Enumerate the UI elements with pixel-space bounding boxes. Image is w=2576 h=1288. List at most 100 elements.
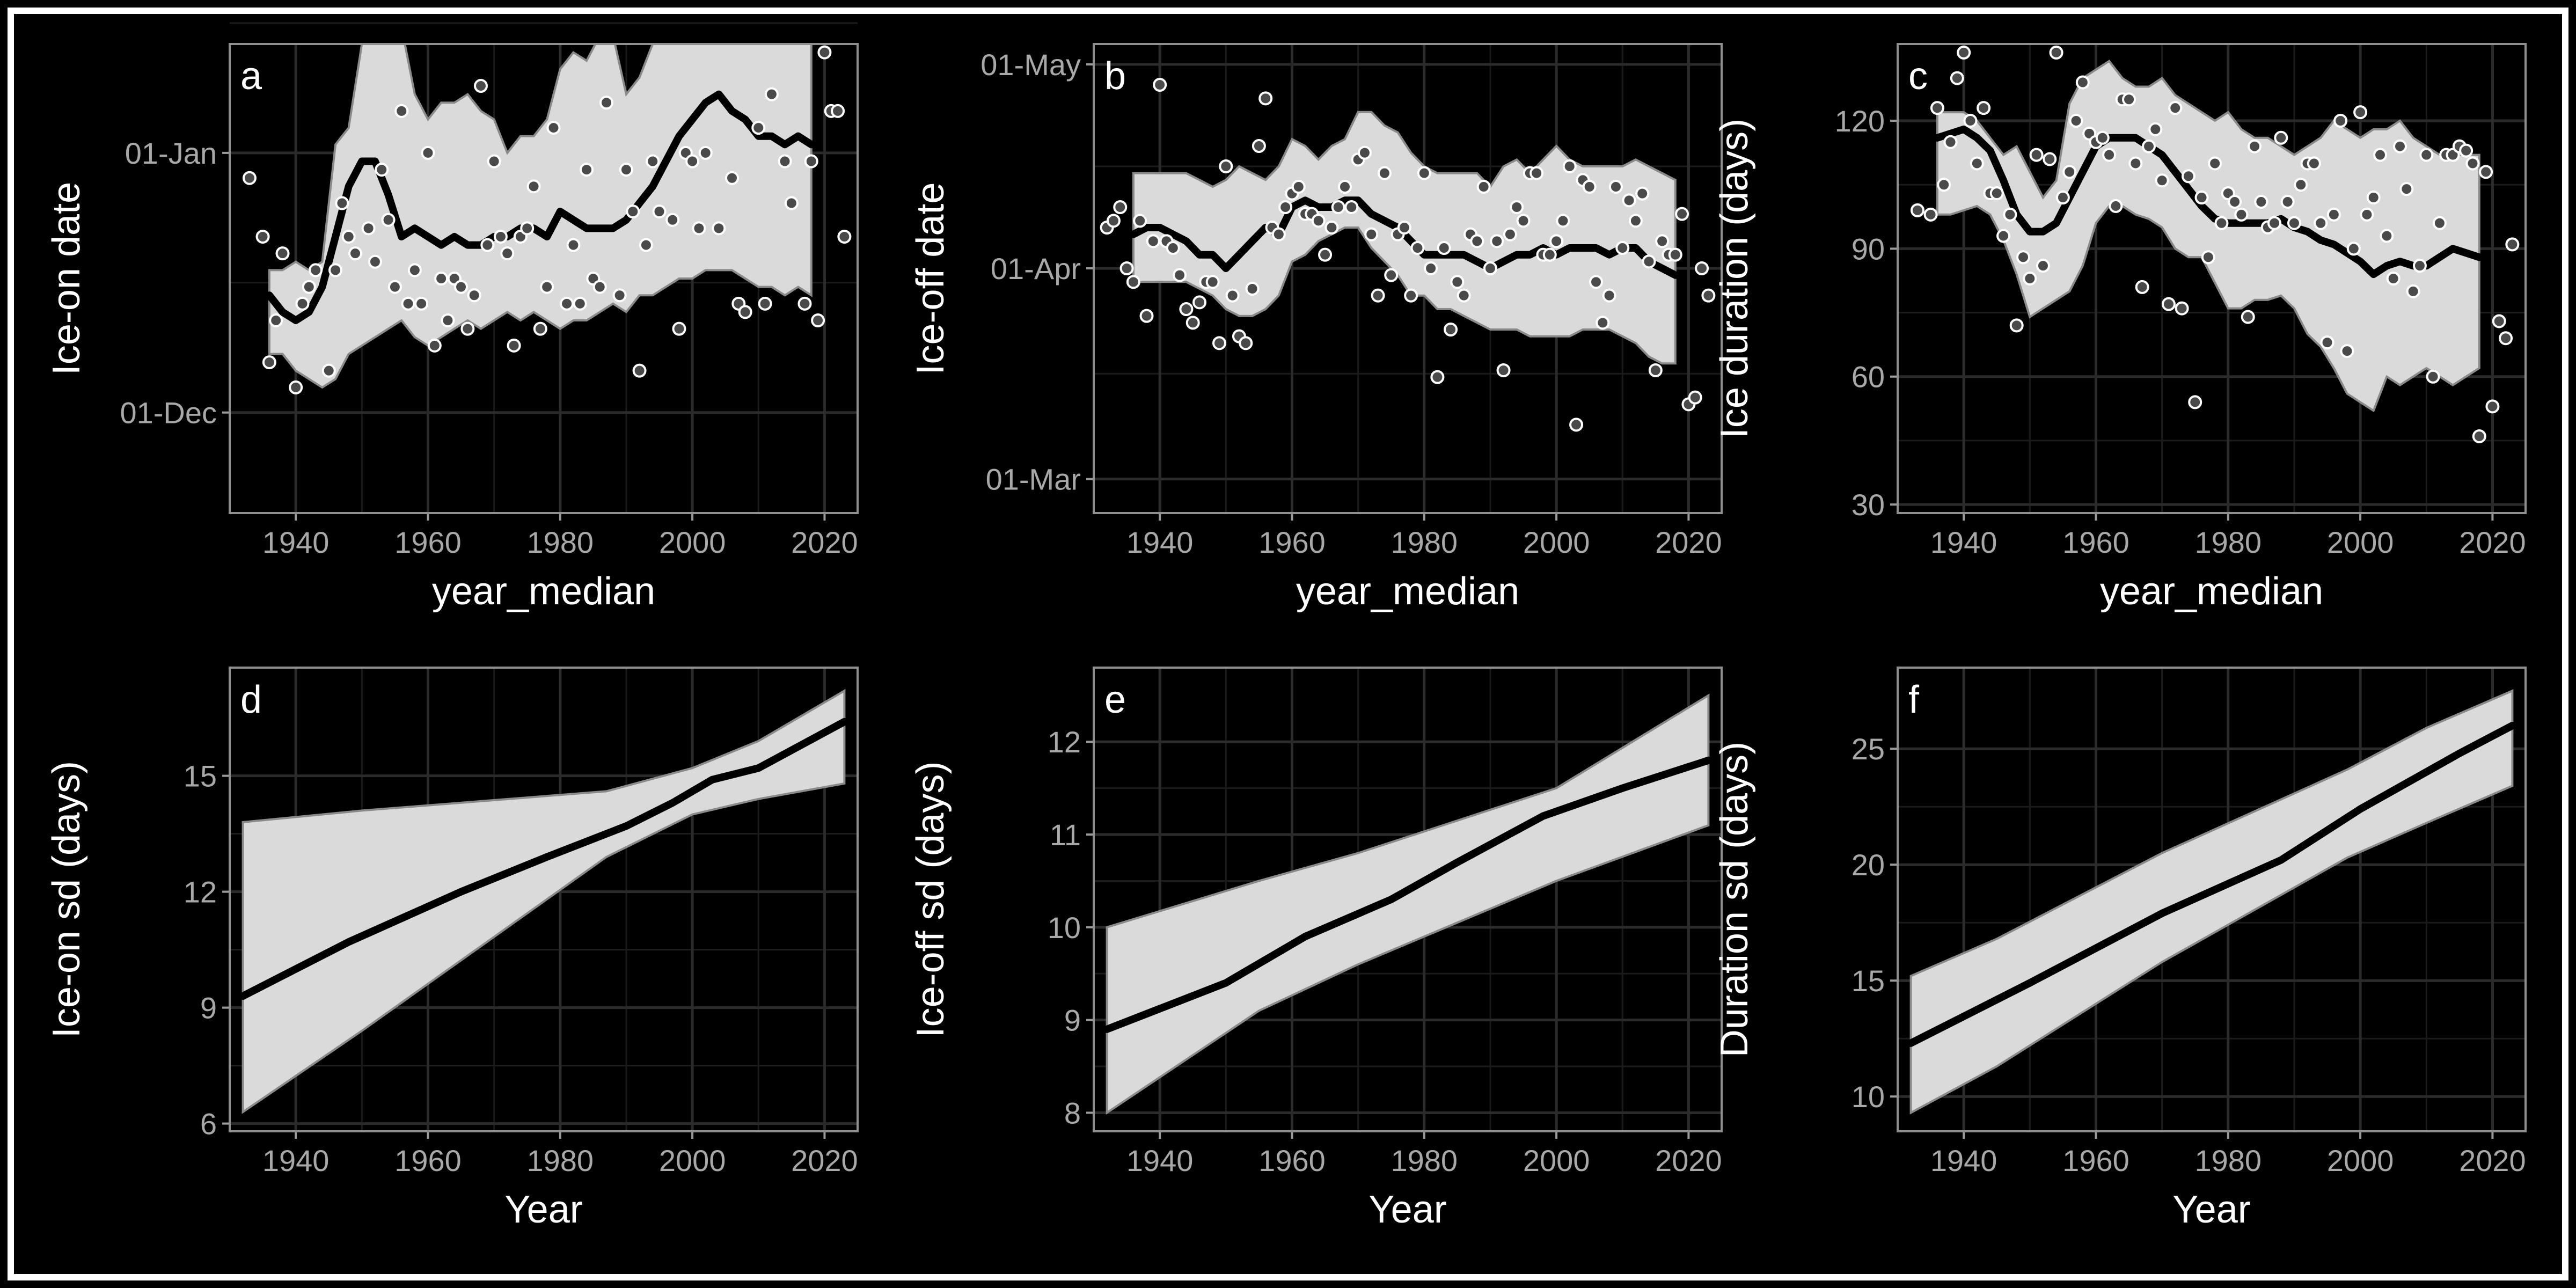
data-point — [2122, 92, 2136, 107]
x-tick-label: 1980 — [1391, 1144, 1458, 1177]
data-point — [1529, 166, 1544, 180]
data-point — [1318, 247, 1333, 262]
y-tick-label: 01-May — [980, 48, 1081, 82]
x-axis-title: Year — [504, 1188, 582, 1231]
y-tick-label: 60 — [1851, 360, 1885, 394]
data-point — [817, 45, 832, 60]
x-tick-label: 2000 — [659, 525, 726, 559]
data-point — [738, 305, 752, 319]
data-point — [1910, 203, 1924, 217]
data-point — [2505, 237, 2520, 252]
data-point — [348, 246, 362, 261]
plot-data — [1100, 78, 1716, 432]
data-point — [1192, 295, 1207, 310]
data-point — [1476, 180, 1491, 194]
y-tick-label: 15 — [184, 759, 217, 793]
data-point — [778, 154, 792, 169]
data-point — [612, 288, 627, 303]
data-point — [652, 204, 667, 219]
y-tick-label: 90 — [1851, 232, 1885, 266]
data-point — [1943, 135, 1958, 149]
panel-label: f — [1908, 678, 1920, 721]
data-point — [2353, 105, 2368, 120]
data-point — [1377, 166, 1392, 180]
data-point — [2029, 148, 2044, 162]
data-point — [533, 321, 547, 336]
data-point — [1996, 229, 2011, 243]
data-point — [1648, 363, 1663, 377]
confidence-band — [1909, 689, 2514, 1115]
data-point — [441, 313, 455, 328]
data-point — [1437, 241, 1451, 255]
data-point — [764, 87, 779, 101]
figure-frame: 1940196019802000202001-Dec01-Jan01-Febay… — [8, 8, 2568, 1280]
confidence-band — [1106, 693, 1710, 1115]
x-tick-label: 1940 — [1126, 525, 1194, 559]
data-point — [592, 280, 607, 294]
data-point — [321, 363, 336, 378]
y-tick-label: 6 — [200, 1107, 217, 1141]
data-point — [2148, 122, 2163, 136]
data-point — [269, 313, 283, 328]
x-tick-label: 2020 — [1655, 525, 1722, 559]
data-point — [1582, 180, 1597, 194]
data-point — [1113, 200, 1128, 214]
y-axis-title: Ice-on date — [45, 182, 88, 375]
data-point — [2485, 399, 2500, 414]
data-point — [784, 196, 799, 210]
data-point — [2214, 216, 2229, 230]
data-point — [2194, 191, 2209, 205]
data-point — [242, 171, 257, 185]
data-point — [2287, 216, 2301, 230]
data-point — [2062, 165, 2077, 179]
data-point — [626, 204, 640, 219]
data-point — [289, 380, 303, 394]
data-point — [831, 104, 845, 118]
y-tick-label: 01-Mar — [986, 463, 1081, 496]
data-point — [2069, 114, 2083, 128]
data-point — [1384, 268, 1399, 282]
x-tick-label: 1960 — [1258, 525, 1326, 559]
data-point — [2280, 194, 2295, 209]
data-point — [2181, 169, 2196, 184]
data-point — [2142, 139, 2156, 153]
x-tick-label: 1940 — [1930, 525, 1997, 559]
data-point — [2201, 250, 2215, 265]
data-point — [275, 246, 290, 261]
data-point — [1602, 288, 1616, 303]
data-point — [2432, 216, 2447, 230]
data-point — [1271, 227, 1286, 241]
data-point — [665, 213, 680, 227]
panel-label: a — [240, 55, 262, 98]
x-axis-title: year_median — [1296, 570, 1519, 613]
data-point — [1205, 275, 1220, 289]
data-point — [1516, 214, 1531, 228]
x-tick-label: 1980 — [527, 1144, 594, 1177]
data-point — [500, 246, 515, 261]
data-point — [1589, 275, 1603, 289]
data-point — [2234, 207, 2249, 222]
plot-data — [242, 44, 852, 394]
data-point — [1977, 101, 1991, 115]
figure-canvas: 1940196019802000202001-Dec01-Jan01-Febay… — [45, 22, 2527, 1231]
data-point — [837, 229, 852, 244]
y-tick-label: 11 — [1050, 818, 1081, 852]
data-point — [328, 263, 343, 277]
data-point — [560, 296, 574, 311]
data-point — [546, 121, 561, 135]
data-point — [2023, 272, 2037, 286]
data-point — [1668, 247, 1682, 262]
data-point — [493, 229, 508, 244]
data-point — [2380, 229, 2394, 243]
data-point — [1569, 418, 1584, 432]
data-point — [302, 280, 316, 294]
data-point — [1970, 156, 1984, 171]
data-point — [2168, 101, 2183, 115]
x-tick-label: 1940 — [262, 1144, 330, 1177]
x-tick-label: 1940 — [262, 525, 330, 559]
y-tick-label: 120 — [1835, 104, 1885, 138]
data-point — [421, 145, 435, 160]
data-point — [487, 154, 501, 169]
data-point — [646, 154, 660, 169]
confidence-band — [241, 689, 846, 1114]
